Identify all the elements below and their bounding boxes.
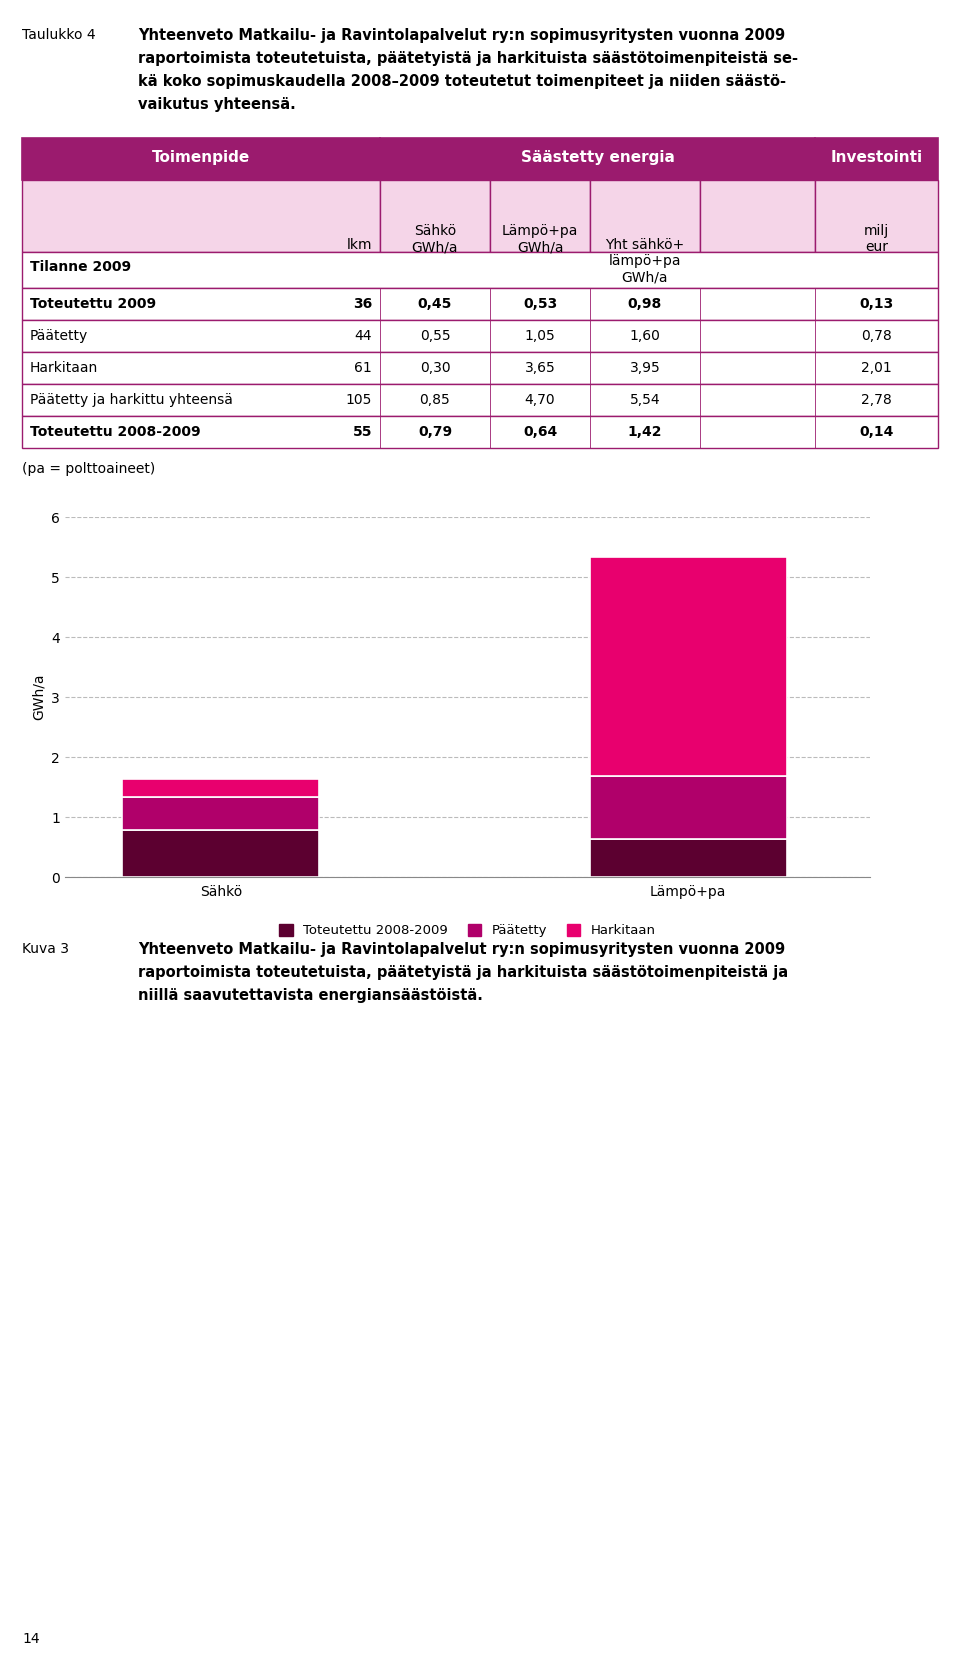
Bar (22, 384, 938, 416)
Y-axis label: GWh/a: GWh/a (32, 674, 46, 721)
Text: 3,65: 3,65 (524, 360, 556, 375)
Text: 0,64: 0,64 (523, 426, 557, 439)
Text: 2,78: 2,78 (861, 392, 892, 407)
Text: 0,98: 0,98 (628, 297, 662, 312)
Bar (122, 830, 320, 877)
Text: 2,01: 2,01 (861, 360, 892, 375)
Bar (22, 137, 380, 179)
Text: 14: 14 (22, 1632, 39, 1646)
Bar (22, 179, 380, 251)
Text: 5,54: 5,54 (630, 392, 660, 407)
Text: 0,55: 0,55 (420, 328, 450, 344)
Text: Päätetty: Päätetty (30, 328, 88, 344)
Text: Harkitaan: Harkitaan (30, 360, 98, 375)
Text: 1,05: 1,05 (524, 328, 556, 344)
Text: kä koko sopimuskaudella 2008–2009 toteutetut toimenpiteet ja niiden säästö-: kä koko sopimuskaudella 2008–2009 toteut… (138, 74, 786, 89)
Text: niillä saavutettavista energiansäästöistä.: niillä saavutettavista energiansäästöist… (138, 987, 483, 1002)
Text: 61: 61 (354, 360, 372, 375)
Text: 0,13: 0,13 (859, 297, 894, 312)
Text: 0,78: 0,78 (861, 328, 892, 344)
Bar (122, 779, 320, 796)
Text: Taulukko 4: Taulukko 4 (22, 28, 96, 42)
Bar (122, 796, 320, 830)
Bar (22, 352, 938, 384)
Text: Toimenpide: Toimenpide (152, 149, 251, 164)
Text: lkm: lkm (347, 238, 372, 251)
Text: Yhteenveto Matkailu- ja Ravintolapalvelut ry:n sopimusyritysten vuonna 2009: Yhteenveto Matkailu- ja Ravintolapalvelu… (138, 942, 785, 957)
Bar (22, 416, 938, 447)
Text: (pa = polttoaineet): (pa = polttoaineet) (22, 463, 156, 476)
Text: milj
eur: milj eur (864, 225, 889, 255)
Text: vaikutus yhteensä.: vaikutus yhteensä. (138, 97, 296, 112)
Bar (815, 179, 938, 251)
Bar (815, 137, 938, 179)
Text: 0,45: 0,45 (418, 297, 452, 312)
Text: 0,53: 0,53 (523, 297, 557, 312)
Legend: Toteutettu 2008-2009, Päätetty, Harkitaan: Toteutettu 2008-2009, Päätetty, Harkitaa… (275, 918, 660, 942)
Text: Toteutettu 2009: Toteutettu 2009 (30, 297, 156, 312)
Text: raportoimista toteutetuista, päätetyistä ja harkituista säästötoimenpiteistä ja: raportoimista toteutetuista, päätetyistä… (138, 965, 788, 980)
Bar (590, 179, 700, 251)
Text: Toteutettu 2008-2009: Toteutettu 2008-2009 (30, 426, 201, 439)
Bar (380, 137, 815, 179)
Text: 36: 36 (352, 297, 372, 312)
Bar (490, 179, 590, 251)
Text: 3,95: 3,95 (630, 360, 660, 375)
Bar (589, 838, 787, 877)
Text: Tilanne 2009: Tilanne 2009 (30, 260, 132, 273)
Text: 55: 55 (352, 426, 372, 439)
Text: 1,60: 1,60 (630, 328, 660, 344)
Text: Yhteenveto Matkailu- ja Ravintolapalvelut ry:n sopimusyritysten vuonna 2009: Yhteenveto Matkailu- ja Ravintolapalvelu… (138, 28, 785, 44)
Text: Yht sähkö+
lämpö+pa
GWh/a: Yht sähkö+ lämpö+pa GWh/a (606, 238, 684, 285)
Text: 4,70: 4,70 (525, 392, 555, 407)
Text: Investointi: Investointi (830, 149, 923, 164)
Bar (22, 251, 938, 288)
Text: 0,85: 0,85 (420, 392, 450, 407)
Text: Säästetty energia: Säästetty energia (520, 149, 675, 164)
Text: 0,14: 0,14 (859, 426, 894, 439)
Bar (22, 288, 938, 320)
Bar (589, 776, 787, 838)
Text: 0,30: 0,30 (420, 360, 450, 375)
Bar (22, 320, 938, 352)
Text: Kuva 3: Kuva 3 (22, 942, 69, 955)
Bar (589, 556, 787, 776)
Text: 1,42: 1,42 (628, 426, 662, 439)
Text: 0,79: 0,79 (418, 426, 452, 439)
Text: 105: 105 (346, 392, 372, 407)
Text: raportoimista toteutetuista, päätetyistä ja harkituista säästötoimenpiteistä se-: raportoimista toteutetuista, päätetyistä… (138, 50, 798, 65)
Text: Lämpö+pa
GWh/a: Lämpö+pa GWh/a (502, 225, 578, 255)
Text: 44: 44 (354, 328, 372, 344)
Text: Päätetty ja harkittu yhteensä: Päätetty ja harkittu yhteensä (30, 392, 233, 407)
Bar (700, 179, 815, 251)
Text: Sähkö
GWh/a: Sähkö GWh/a (412, 225, 458, 255)
Bar (380, 179, 490, 251)
